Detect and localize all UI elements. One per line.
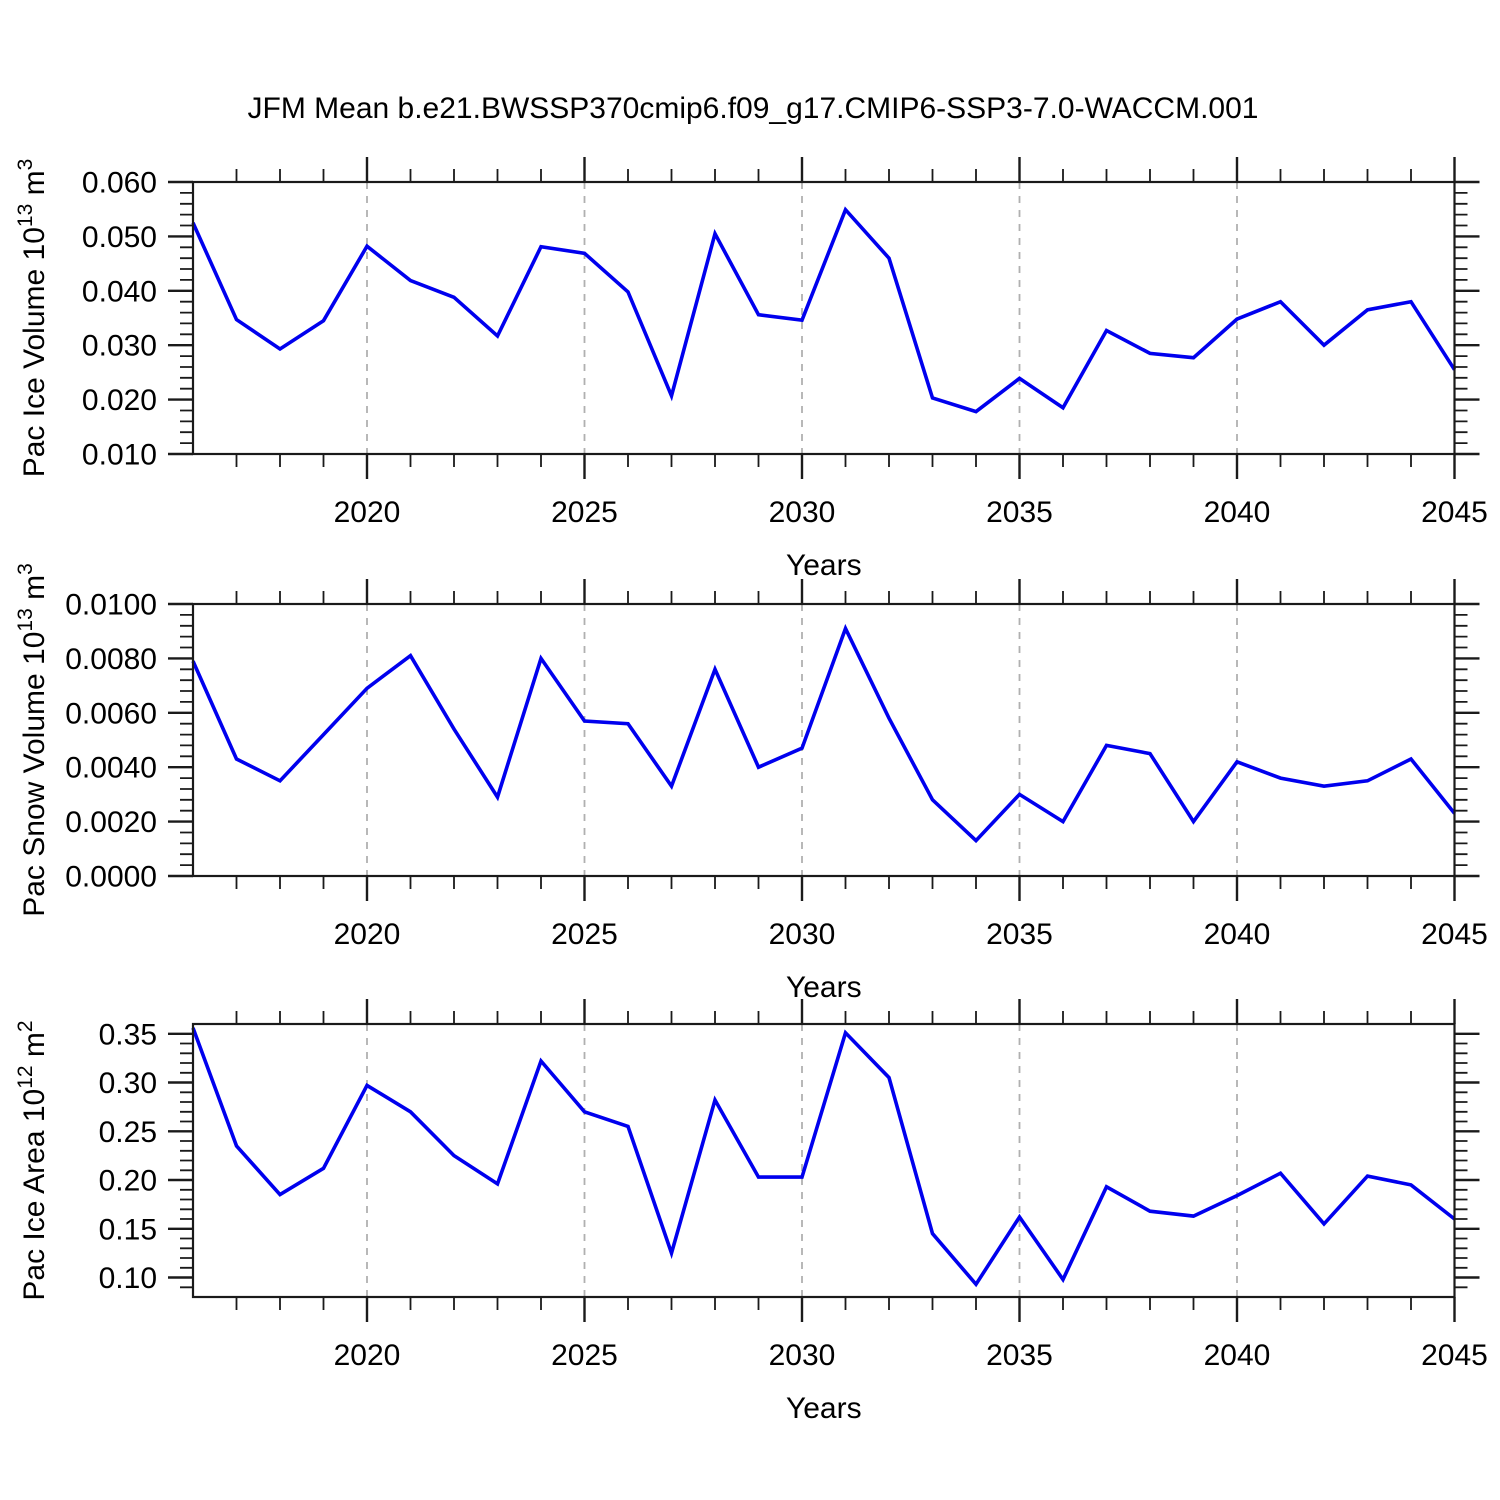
chart-1-plot-box <box>191 180 1456 456</box>
chart-1-ytick-label: 0.050 <box>82 221 157 254</box>
ylabel-superscript: 13 <box>14 608 37 631</box>
chart-1-pac-ice-volume: 0.060 0.050 0.040 0.030 0.020 0.010 2020 2025 20… <box>14 157 1488 582</box>
chart-2-xtick-label: 2035 <box>986 918 1053 951</box>
chart-3-plot-box <box>191 1022 1456 1299</box>
chart-2-xtick-label: 2020 <box>334 918 401 951</box>
chart-2-ytick-label: 0.0100 <box>65 589 157 622</box>
chart-1-ytick-label: 0.060 <box>82 167 157 200</box>
chart-1-minor-ticks <box>180 169 1468 467</box>
chart-1-ytick-label: 0.040 <box>82 275 157 308</box>
ylabel-text: Pac Ice Volume 10 <box>18 227 51 477</box>
chart-1-yaxis-title: Pac Ice Volume 1013 m3 <box>14 159 51 478</box>
chart-3-minor-ticks <box>180 1011 1468 1310</box>
chart-3-ytick-label: 0.15 <box>99 1213 157 1246</box>
chart-1-xtick-label: 2045 <box>1421 496 1488 529</box>
chart-2-gridlines <box>366 604 1238 876</box>
chart-2-ytick-label: 0.0060 <box>65 697 157 730</box>
chart-3-xtick-label: 2020 <box>334 1339 401 1372</box>
chart-3-gridlines <box>366 1024 1238 1297</box>
ylabel-superscript: 13 <box>14 204 37 227</box>
chart-3-ytick-label: 0.30 <box>99 1067 157 1100</box>
ylabel-text: m <box>18 1032 51 1065</box>
chart-1-xtick-label: 2040 <box>1204 496 1271 529</box>
chart-2-ytick-label: 0.0000 <box>65 861 157 894</box>
chart-3-yaxis-title: Pac Ice Area 1012 m2 <box>14 1020 51 1300</box>
chart-3-xtick-label: 2035 <box>986 1339 1053 1372</box>
chart-2-ytick-label: 0.0040 <box>65 752 157 785</box>
chart-3-xtick-label: 2025 <box>551 1339 618 1372</box>
chart-2-major-ticks <box>168 579 1480 901</box>
chart-2-xtick-label: 2045 <box>1421 918 1488 951</box>
chart-1-xtick-label: 2030 <box>769 496 836 529</box>
chart-2-minor-ticks <box>180 591 1468 889</box>
chart-3-series-line <box>191 1027 1456 1288</box>
ylabel-superscript: 2 <box>14 1020 37 1032</box>
chart-2-ytick-label: 0.0020 <box>65 806 157 839</box>
chart-2-pac-snow-volume: 0.0100 0.0080 0.0060 0.0040 0.0020 0.0000 2020… <box>14 563 1488 1004</box>
chart-1-xtick-label: 2020 <box>334 496 401 529</box>
chart-3-ytick-label: 0.25 <box>99 1116 157 1149</box>
chart-1-ytick-label: 0.020 <box>82 384 157 417</box>
ylabel-superscript: 12 <box>14 1065 37 1088</box>
chart-3-xtick-label: 2045 <box>1421 1339 1488 1372</box>
chart-2-plot-box <box>191 602 1456 878</box>
chart-3-ytick-label: 0.35 <box>99 1018 157 1051</box>
ylabel-text: Pac Ice Area 10 <box>18 1089 51 1301</box>
chart-2-xtick-label: 2025 <box>551 918 618 951</box>
chart-1-major-ticks <box>168 157 1480 479</box>
chart-1-series-line <box>191 206 1457 414</box>
chart-3-major-ticks <box>168 999 1480 1322</box>
chart-3-xtick-label: 2030 <box>769 1339 836 1372</box>
chart-1-xaxis-title: Years <box>786 549 862 582</box>
chart-2-xaxis-title: Years <box>786 971 862 1004</box>
ylabel-text: Pac Snow Volume 10 <box>18 632 51 917</box>
chart-3-ytick-label: 0.20 <box>99 1165 157 1198</box>
ylabel-text: m <box>18 170 51 203</box>
ylabel-superscript: 3 <box>14 159 37 171</box>
chart-3-xtick-label: 2040 <box>1204 1339 1271 1372</box>
chart-1-xtick-label: 2025 <box>551 496 618 529</box>
ylabel-superscript: 3 <box>14 563 37 575</box>
ylabel-text: m <box>18 575 51 608</box>
chart-1-xtick-label: 2035 <box>986 496 1053 529</box>
chart-2-yaxis-title: Pac Snow Volume 1013 m3 <box>14 563 51 917</box>
figure-title: JFM Mean b.e21.BWSSP370cmip6.f09_g17.CMI… <box>248 92 1259 125</box>
chart-1-ytick-label: 0.010 <box>82 439 157 472</box>
chart-3-ytick-label: 0.10 <box>99 1262 157 1295</box>
chart-2-xtick-label: 2040 <box>1204 918 1271 951</box>
chart-2-xtick-label: 2030 <box>769 918 836 951</box>
chart-2-ytick-label: 0.0080 <box>65 643 157 676</box>
chart-1-ytick-label: 0.030 <box>82 330 157 363</box>
chart-3-pac-ice-area: 0.35 0.30 0.25 0.20 0.15 0.10 2020 2025 2030 2035… <box>14 999 1488 1425</box>
chart-2-series-line <box>191 623 1456 844</box>
chart-3-xaxis-title: Years <box>786 1392 862 1425</box>
